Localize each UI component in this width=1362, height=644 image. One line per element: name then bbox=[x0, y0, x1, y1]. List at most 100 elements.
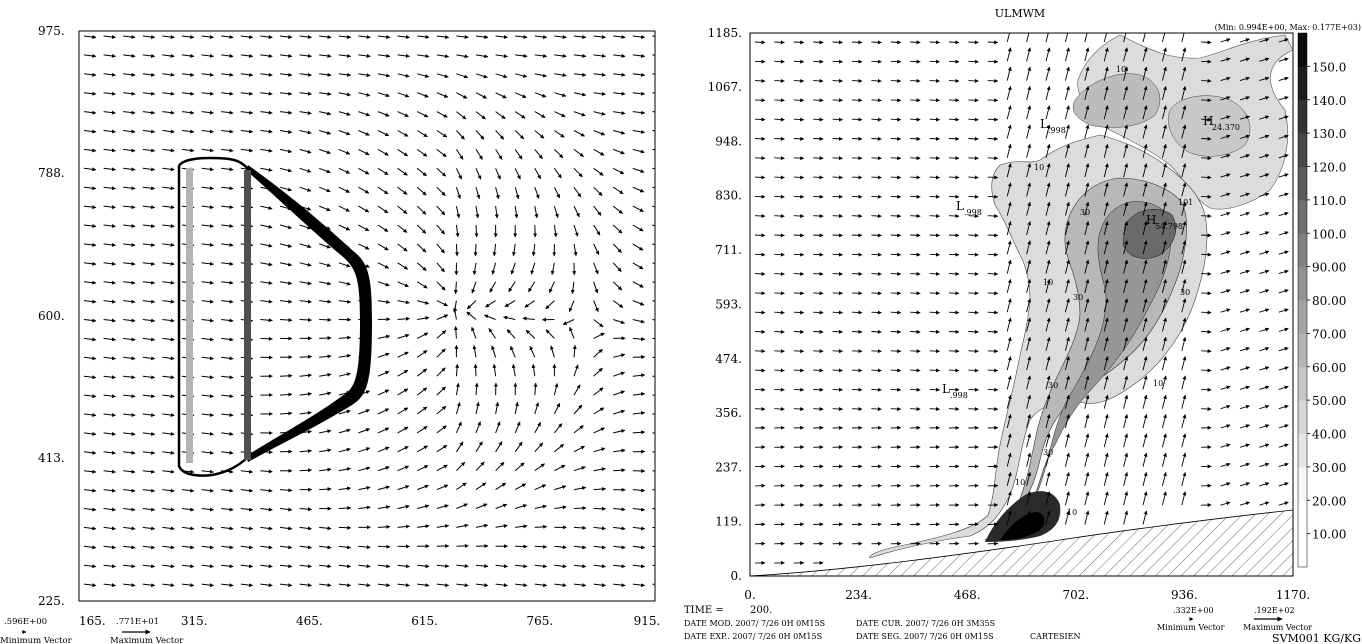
vector-arrow bbox=[299, 448, 312, 453]
vector-arrow bbox=[123, 583, 136, 588]
vector-arrow bbox=[475, 564, 489, 569]
colorbar-label: 120.0 bbox=[1312, 161, 1346, 175]
vector-arrow bbox=[593, 35, 606, 39]
vector-arrow bbox=[83, 375, 97, 380]
colorbar-label: 80.00 bbox=[1312, 294, 1346, 308]
vector-arrow bbox=[142, 148, 156, 153]
vector-arrow bbox=[299, 110, 312, 115]
vector-arrow bbox=[455, 363, 460, 377]
vector-arrow bbox=[632, 337, 646, 342]
vector-arrow bbox=[358, 205, 370, 213]
vector-arrow bbox=[529, 345, 536, 358]
vector-arrow bbox=[553, 186, 561, 199]
vector-arrow bbox=[573, 186, 582, 198]
min-max-readout: (Min: 0.994E+00, Max: 0.177E+03) bbox=[1215, 23, 1361, 32]
vector-arrow bbox=[83, 129, 97, 134]
vector-arrow bbox=[474, 224, 479, 238]
vector-arrow bbox=[221, 299, 234, 304]
vector-arrow bbox=[416, 205, 427, 215]
vector-arrow bbox=[573, 564, 587, 569]
vector-arrow bbox=[201, 507, 214, 512]
vector-arrow bbox=[123, 261, 136, 266]
vector-arrow bbox=[613, 564, 626, 569]
vector-arrow bbox=[83, 148, 97, 153]
vector-arrow bbox=[201, 53, 214, 58]
vector-arrow bbox=[495, 482, 507, 491]
vector-arrow bbox=[123, 242, 136, 247]
vector-arrow bbox=[162, 564, 175, 569]
vector-arrow bbox=[397, 167, 408, 176]
vector-arrow bbox=[221, 129, 234, 134]
vector-arrow bbox=[593, 205, 602, 216]
vector-arrow bbox=[632, 243, 644, 251]
vector-arrow bbox=[201, 205, 214, 210]
vector-arrow bbox=[397, 407, 409, 415]
date-mod: DATE MOD. 2007/ 7/26 0H 0M15S bbox=[684, 619, 825, 628]
right-y-tick-label: 119. bbox=[715, 514, 742, 528]
vector-arrow bbox=[221, 205, 234, 210]
vector-arrow bbox=[162, 186, 175, 191]
vector-arrow bbox=[221, 431, 234, 436]
vector-arrow bbox=[123, 148, 136, 153]
vector-arrow bbox=[613, 448, 626, 453]
vector-arrow bbox=[397, 53, 410, 58]
vector-arrow bbox=[553, 402, 561, 415]
vector-arrow bbox=[593, 407, 605, 415]
vector-arrow bbox=[550, 345, 555, 358]
vector-arrow bbox=[319, 354, 332, 359]
vector-arrow bbox=[142, 318, 156, 323]
right-y-tick-label: 948. bbox=[715, 135, 742, 149]
vector-arrow bbox=[573, 167, 583, 178]
vector-arrow bbox=[612, 281, 623, 291]
vector-arrow bbox=[123, 469, 136, 474]
vector-arrow bbox=[338, 130, 351, 136]
vector-arrow bbox=[417, 35, 430, 39]
colorbar-swatch bbox=[1298, 66, 1307, 101]
colorbar-swatch bbox=[1298, 333, 1307, 368]
vector-arrow bbox=[162, 72, 175, 77]
vector-arrow bbox=[456, 35, 469, 39]
left-x-tick-label: 765. bbox=[526, 614, 553, 628]
vector-arrow bbox=[260, 280, 273, 285]
vector-arrow bbox=[260, 507, 273, 512]
vector-arrow bbox=[495, 92, 507, 99]
vector-arrow bbox=[319, 429, 332, 434]
vector-arrow bbox=[455, 382, 460, 396]
vector-arrow bbox=[475, 583, 489, 588]
vector-arrow bbox=[554, 73, 567, 78]
vector-arrow bbox=[377, 299, 391, 304]
vector-arrow bbox=[573, 425, 584, 434]
vector-arrow bbox=[377, 524, 391, 529]
vector-arrow bbox=[260, 243, 273, 248]
vector-arrow bbox=[240, 507, 254, 512]
contour-label: 30 bbox=[1180, 288, 1190, 297]
vector-arrow bbox=[142, 450, 156, 455]
vector-arrow bbox=[436, 130, 448, 138]
vector-arrow bbox=[83, 205, 97, 210]
vector-arrow bbox=[377, 53, 391, 58]
vector-arrow bbox=[514, 421, 521, 434]
right-min-vector-label: Minimum Vector bbox=[1157, 623, 1225, 632]
vector-arrow bbox=[652, 545, 655, 548]
vector-arrow bbox=[613, 429, 626, 434]
right-y-tick-label: 593. bbox=[715, 297, 742, 311]
right-y-tick-label: 356. bbox=[715, 406, 742, 420]
vector-arrow bbox=[593, 91, 606, 96]
vector-arrow bbox=[573, 384, 581, 396]
vector-arrow bbox=[397, 524, 410, 529]
vector-arrow bbox=[456, 111, 467, 120]
vector-arrow bbox=[358, 224, 370, 232]
vector-arrow bbox=[515, 73, 528, 78]
vector-arrow bbox=[514, 483, 527, 491]
vector-arrow bbox=[593, 427, 605, 434]
vector-arrow bbox=[103, 564, 116, 569]
vector-arrow bbox=[162, 507, 175, 512]
vector-arrow bbox=[436, 54, 450, 59]
vector-arrow bbox=[534, 442, 544, 453]
vector-arrow bbox=[511, 243, 516, 257]
vector-arrow bbox=[377, 111, 390, 117]
high-value: 24.370 bbox=[1212, 123, 1240, 132]
vector-arrow bbox=[554, 464, 566, 472]
vector-arrow bbox=[436, 243, 445, 254]
right-y-tick-label: 711. bbox=[715, 243, 742, 257]
